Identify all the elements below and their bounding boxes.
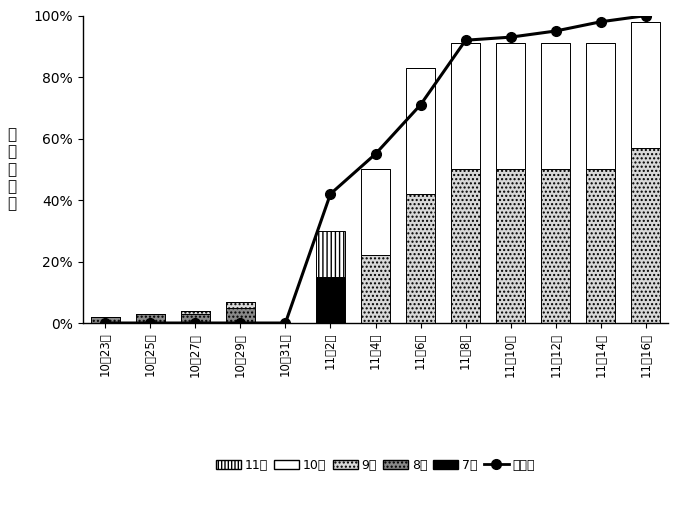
- Bar: [136, 314, 165, 323]
- Bar: [90, 317, 120, 323]
- Bar: [181, 314, 210, 323]
- Bar: [631, 22, 661, 148]
- Bar: [406, 194, 435, 323]
- Bar: [541, 43, 570, 169]
- Bar: [181, 311, 210, 314]
- Bar: [361, 255, 390, 323]
- Bar: [586, 43, 615, 169]
- Bar: [496, 43, 525, 169]
- Bar: [361, 169, 390, 255]
- Bar: [316, 231, 345, 277]
- Bar: [496, 169, 525, 323]
- Bar: [226, 307, 255, 323]
- Legend: 11枚, 10枚, 9枚, 8枚, 7枚, 予測値: 11枚, 10枚, 9枚, 8枚, 7枚, 予測値: [211, 454, 540, 477]
- Bar: [586, 169, 615, 323]
- Bar: [316, 277, 345, 323]
- Bar: [226, 302, 255, 307]
- Y-axis label: 累
積
収
穫
率: 累 積 収 穫 率: [8, 127, 17, 212]
- Bar: [631, 148, 661, 323]
- Bar: [541, 169, 570, 323]
- Bar: [451, 43, 480, 169]
- Bar: [406, 68, 435, 194]
- Bar: [451, 169, 480, 323]
